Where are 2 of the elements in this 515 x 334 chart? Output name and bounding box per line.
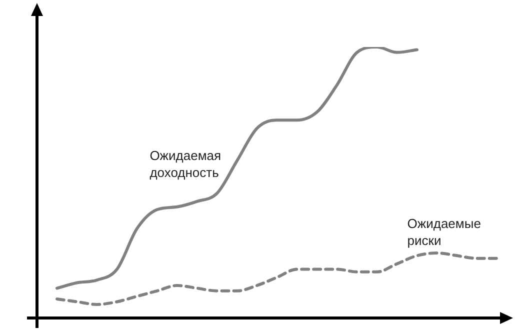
series-label: Ожидаемая доходность xyxy=(150,148,222,180)
series-label: Ожидаемые риски xyxy=(407,216,481,248)
